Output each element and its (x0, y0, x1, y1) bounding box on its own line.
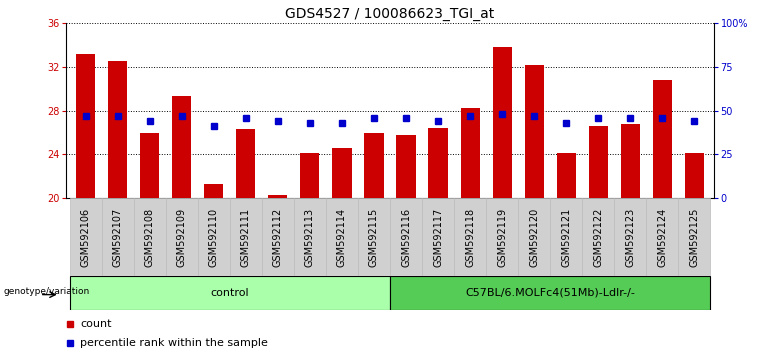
Bar (133, 198, 165, 276)
Bar (101, 198, 133, 276)
Bar (332, 148, 352, 198)
Text: GSM592120: GSM592120 (529, 207, 539, 267)
Text: GSM592107: GSM592107 (112, 207, 122, 267)
Bar (268, 195, 288, 198)
Bar (69, 198, 101, 276)
Bar (236, 129, 255, 198)
Bar (69, 276, 390, 310)
Bar (550, 198, 583, 276)
Bar (685, 153, 704, 198)
Bar (390, 276, 711, 310)
Text: GSM592114: GSM592114 (337, 207, 347, 267)
Bar (460, 108, 480, 198)
Text: GSM592115: GSM592115 (369, 207, 379, 267)
Bar (518, 198, 550, 276)
Text: GSM592113: GSM592113 (305, 207, 315, 267)
Text: GSM592122: GSM592122 (594, 207, 603, 267)
Text: percentile rank within the sample: percentile rank within the sample (80, 338, 268, 348)
Bar (492, 47, 512, 198)
Bar (204, 184, 223, 198)
Bar (294, 198, 326, 276)
Text: GSM592108: GSM592108 (144, 207, 154, 267)
Bar (615, 198, 647, 276)
Bar (589, 126, 608, 198)
Bar (326, 198, 358, 276)
Bar (583, 198, 615, 276)
Bar (172, 96, 191, 198)
Bar (621, 124, 640, 198)
Bar (76, 54, 95, 198)
Text: GSM592123: GSM592123 (626, 207, 636, 267)
Bar (364, 132, 384, 198)
Text: genotype/variation: genotype/variation (3, 287, 90, 296)
Text: GSM592118: GSM592118 (465, 207, 475, 267)
Text: count: count (80, 319, 112, 329)
Bar (197, 198, 230, 276)
Text: GSM592109: GSM592109 (177, 207, 186, 267)
Bar (300, 153, 320, 198)
Bar (262, 198, 294, 276)
Text: GSM592124: GSM592124 (658, 207, 668, 267)
Bar (428, 128, 448, 198)
Bar (679, 198, 711, 276)
Bar (486, 198, 518, 276)
Bar (557, 153, 576, 198)
Text: GSM592106: GSM592106 (80, 207, 90, 267)
Text: GSM592111: GSM592111 (241, 207, 251, 267)
Bar (525, 65, 544, 198)
Bar (396, 135, 416, 198)
Bar (358, 198, 390, 276)
Text: C57BL/6.MOLFc4(51Mb)-Ldlr-/-: C57BL/6.MOLFc4(51Mb)-Ldlr-/- (466, 288, 635, 298)
Bar (647, 198, 679, 276)
Text: GSM592117: GSM592117 (433, 207, 443, 267)
Bar (165, 198, 197, 276)
Text: GSM592125: GSM592125 (690, 207, 700, 267)
Text: GSM592121: GSM592121 (562, 207, 571, 267)
Bar (390, 198, 422, 276)
Text: GSM592116: GSM592116 (401, 207, 411, 267)
Text: GSM592110: GSM592110 (209, 207, 218, 267)
Bar (108, 61, 127, 198)
Bar (230, 198, 262, 276)
Bar (422, 198, 454, 276)
Bar (140, 132, 159, 198)
Bar (454, 198, 486, 276)
Title: GDS4527 / 100086623_TGI_at: GDS4527 / 100086623_TGI_at (285, 7, 495, 21)
Text: GSM592112: GSM592112 (273, 207, 283, 267)
Text: control: control (211, 288, 249, 298)
Text: GSM592119: GSM592119 (497, 207, 507, 267)
Bar (653, 80, 672, 198)
